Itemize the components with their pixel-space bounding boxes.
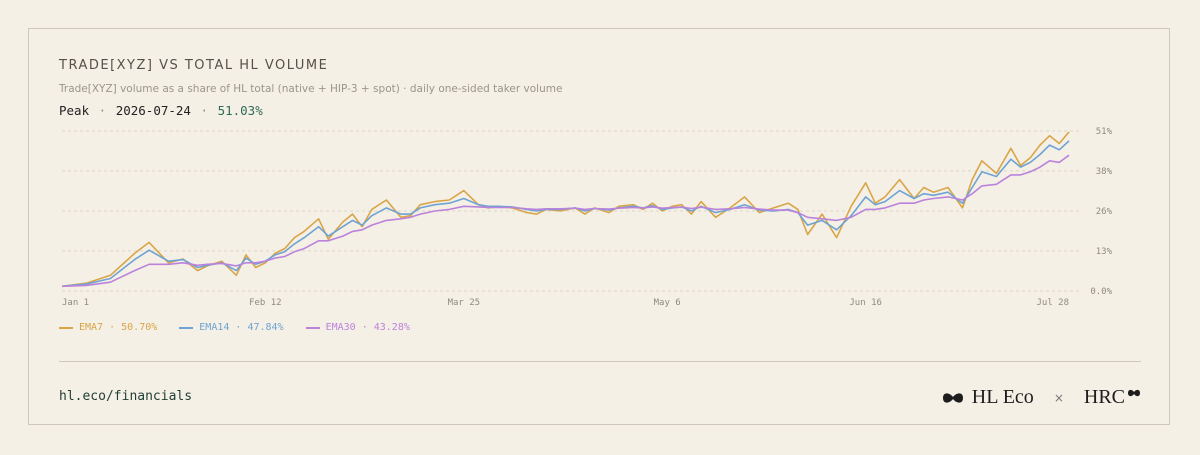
legend-item-ema7: EMA7 · 50.70% — [59, 322, 157, 333]
x-tick-label: May 6 — [654, 298, 681, 308]
y-tick-label: 51% — [1096, 127, 1113, 137]
peak-separator: · — [98, 103, 107, 118]
y-tick-label: 38% — [1096, 167, 1113, 177]
hl-eco-logo-icon — [942, 392, 963, 403]
peak-date: 2026-07-24 — [115, 103, 191, 118]
peak-label: Peak — [59, 103, 90, 118]
hrc-logo-icon — [1128, 389, 1140, 396]
legend-swatch — [305, 326, 320, 329]
legend-label: EMA7 · 50.70% — [79, 322, 158, 333]
legend-swatch — [179, 326, 194, 329]
brand-hrc: HRC — [1083, 386, 1125, 408]
peak-separator: · — [200, 103, 209, 118]
legend-item-ema30: EMA30 · 43.28% — [305, 322, 410, 333]
chart-title: TRADE[XYZ] VS TOTAL HL VOLUME — [59, 58, 329, 73]
y-tick-label: 13% — [1096, 247, 1113, 257]
line-chart: 0.0% 13% 26% 38% 51% Jan 1 Feb 12 Mar 25 May 6 Ju… — [61, 127, 1113, 308]
x-tick-label: Mar 25 — [448, 298, 481, 308]
legend-swatch — [59, 326, 73, 329]
footer-divider — [59, 361, 1141, 362]
peak-readout: Peak · 2026-07-24 · 51.03% — [59, 103, 263, 118]
legend-label: EMA30 · 43.28% — [325, 322, 410, 333]
chart-card: TRADE[XYZ] VS TOTAL HL VOLUME Trade[XYZ]… — [28, 28, 1170, 425]
y-tick-label: 0.0% — [1090, 287, 1112, 297]
series-line-ema30 — [61, 154, 1070, 288]
x-tick-label: Jan 1 — [62, 298, 89, 308]
footer-url: hl.eco/financials — [59, 389, 193, 404]
y-tick-label: 26% — [1096, 207, 1113, 217]
x-tick-label: Jul 28 — [1036, 298, 1069, 308]
chart-subtitle: Trade[XYZ] volume as a share of HL total… — [59, 83, 563, 95]
footer-brand: HL Eco × HRC — [942, 386, 1141, 409]
brand-hl-eco: HL Eco — [971, 386, 1034, 408]
peak-value: 51.03% — [217, 103, 263, 118]
x-tick-label: Feb 12 — [249, 298, 282, 308]
legend-item-ema14: EMA14 · 47.84% — [179, 322, 284, 333]
chart-legend: EMA7 · 50.70% EMA14 · 47.84% EMA30 · 43.28… — [59, 322, 410, 333]
brand-times: × — [1053, 390, 1064, 405]
x-tick-label: Jun 16 — [849, 298, 882, 308]
legend-label: EMA14 · 47.84% — [199, 322, 284, 333]
